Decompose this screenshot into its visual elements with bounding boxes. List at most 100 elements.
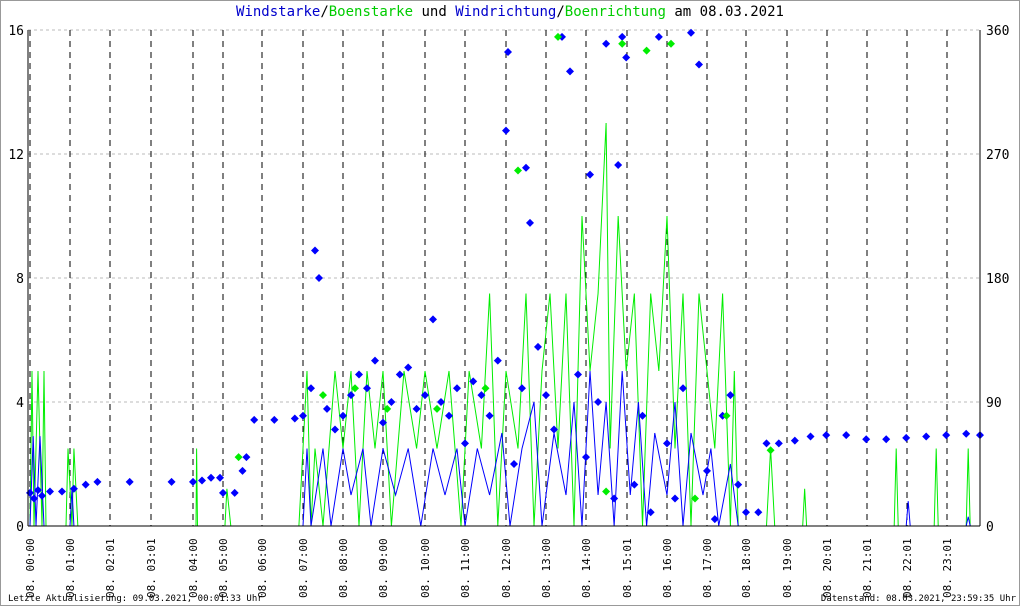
- direction-point-windrichtung: [125, 477, 134, 486]
- direction-point-boenrichtung: [433, 404, 441, 413]
- direction-point-windrichtung: [270, 415, 279, 424]
- direction-point-windrichtung: [30, 494, 38, 503]
- y-right-tick-label: 0: [986, 520, 994, 535]
- direction-point-windrichtung: [695, 60, 703, 69]
- direction-point-windrichtung: [421, 391, 429, 400]
- direction-point-windrichtung: [534, 342, 542, 351]
- y-left-tick-label: 12: [8, 148, 24, 163]
- direction-point-windrichtung: [622, 53, 631, 62]
- direction-point-windrichtung: [646, 508, 655, 517]
- direction-point-windrichtung: [614, 161, 623, 170]
- direction-point-windrichtung: [445, 411, 453, 420]
- y-left-tick-label: 0: [16, 520, 24, 535]
- direction-point-windrichtung: [822, 431, 831, 440]
- direction-point-windrichtung: [671, 494, 679, 503]
- direction-point-windrichtung: [46, 487, 54, 496]
- x-tick-label: 08. 23:01: [941, 538, 954, 598]
- y-left-tick-label: 16: [8, 24, 24, 39]
- direction-point-windrichtung: [526, 218, 534, 227]
- direction-point-windrichtung: [38, 491, 46, 500]
- direction-point-windrichtung: [962, 429, 971, 438]
- direction-point-windrichtung: [363, 384, 371, 393]
- data-timestamp: Datenstand: 08.03.2021, 23:59:35 Uhr: [820, 594, 1016, 604]
- direction-point-windrichtung: [582, 453, 590, 462]
- direction-point-boenrichtung: [234, 453, 243, 462]
- direction-point-windrichtung: [574, 370, 582, 379]
- title-und: und: [413, 4, 456, 20]
- x-tick-label: 08. 03:01: [145, 538, 158, 598]
- direction-point-windrichtung: [882, 435, 891, 444]
- direction-point-windrichtung: [167, 477, 176, 486]
- direction-point-windrichtung: [602, 39, 611, 48]
- direction-point-windrichtung: [315, 274, 323, 282]
- direction-point-windrichtung: [437, 398, 445, 406]
- direction-point-windrichtung: [189, 477, 197, 486]
- direction-point-windrichtung: [34, 486, 42, 495]
- direction-point-windrichtung: [93, 477, 102, 486]
- title-date: am 08.03.2021: [665, 4, 784, 20]
- x-tick-label: 08. 20:01: [821, 538, 834, 598]
- direction-point-windrichtung: [630, 480, 639, 489]
- direction-point-windrichtung: [550, 425, 558, 434]
- direction-point-windrichtung: [663, 439, 671, 448]
- direction-point-windrichtung: [238, 466, 247, 475]
- direction-point-windrichtung: [395, 370, 404, 379]
- direction-point-windrichtung: [339, 411, 347, 420]
- direction-point-windrichtung: [493, 356, 502, 365]
- direction-point-windrichtung: [610, 494, 619, 503]
- direction-point-windrichtung: [242, 453, 251, 462]
- direction-point-windrichtung: [502, 126, 510, 135]
- direction-point-windrichtung: [453, 384, 461, 393]
- direction-point-windrichtung: [790, 436, 799, 445]
- direction-point-windrichtung: [710, 515, 719, 524]
- x-tick-label: 08. 16:00: [661, 538, 674, 598]
- direction-point-boenrichtung: [602, 487, 611, 496]
- direction-point-boenrichtung: [618, 39, 627, 48]
- title-sep: /: [320, 4, 329, 20]
- direction-point-windrichtung: [207, 473, 215, 482]
- direction-point-windrichtung: [518, 384, 526, 393]
- y-right-tick-label: 180: [986, 272, 1009, 287]
- direction-point-windrichtung: [347, 391, 355, 400]
- x-tick-label: 08. 13:00: [540, 538, 553, 598]
- direction-point-windrichtung: [754, 508, 763, 517]
- direction-point-windrichtung: [69, 484, 78, 493]
- direction-point-windrichtung: [379, 418, 387, 427]
- x-tick-label: 08. 09:00: [377, 538, 390, 598]
- direction-point-boenrichtung: [766, 446, 775, 455]
- direction-point-windrichtung: [842, 431, 851, 440]
- direction-point-windrichtung: [510, 460, 518, 468]
- direction-point-windrichtung: [638, 411, 647, 420]
- direction-point-windrichtung: [477, 391, 486, 400]
- x-tick-label: 08. 10:00: [419, 538, 432, 598]
- direction-point-windrichtung: [412, 404, 421, 413]
- direction-point-windrichtung: [307, 384, 315, 393]
- direction-point-windrichtung: [331, 425, 339, 434]
- y-right-tick-label: 360: [986, 24, 1009, 39]
- direction-point-windrichtung: [290, 414, 299, 423]
- direction-point-windrichtung: [654, 32, 663, 41]
- direction-point-boenrichtung: [383, 404, 392, 413]
- direction-point-windrichtung: [774, 439, 783, 448]
- x-tick-label: 08. 12:00: [500, 538, 513, 598]
- x-tick-label: 08. 00:00: [24, 538, 37, 598]
- direction-point-windrichtung: [618, 32, 627, 41]
- x-tick-label: 08. 02:01: [104, 538, 117, 598]
- direction-point-boenrichtung: [667, 39, 675, 48]
- x-tick-label: 08. 15:01: [621, 538, 634, 598]
- direction-point-windrichtung: [522, 163, 530, 172]
- direction-point-windrichtung: [371, 356, 379, 365]
- direction-point-windrichtung: [742, 508, 750, 517]
- direction-point-windrichtung: [250, 415, 259, 424]
- x-tick-label: 08. 11:00: [459, 538, 472, 598]
- direction-point-windrichtung: [922, 432, 931, 441]
- direction-point-boenrichtung: [642, 46, 651, 55]
- direction-point-windrichtung: [469, 377, 478, 386]
- direction-point-windrichtung: [703, 466, 711, 475]
- direction-point-windrichtung: [299, 411, 307, 420]
- x-tick-label: 08. 01:00: [64, 538, 77, 598]
- direction-point-boenrichtung: [351, 384, 359, 393]
- direction-point-windrichtung: [942, 431, 951, 440]
- direction-point-windrichtung: [404, 363, 413, 372]
- direction-point-windrichtung: [762, 439, 771, 448]
